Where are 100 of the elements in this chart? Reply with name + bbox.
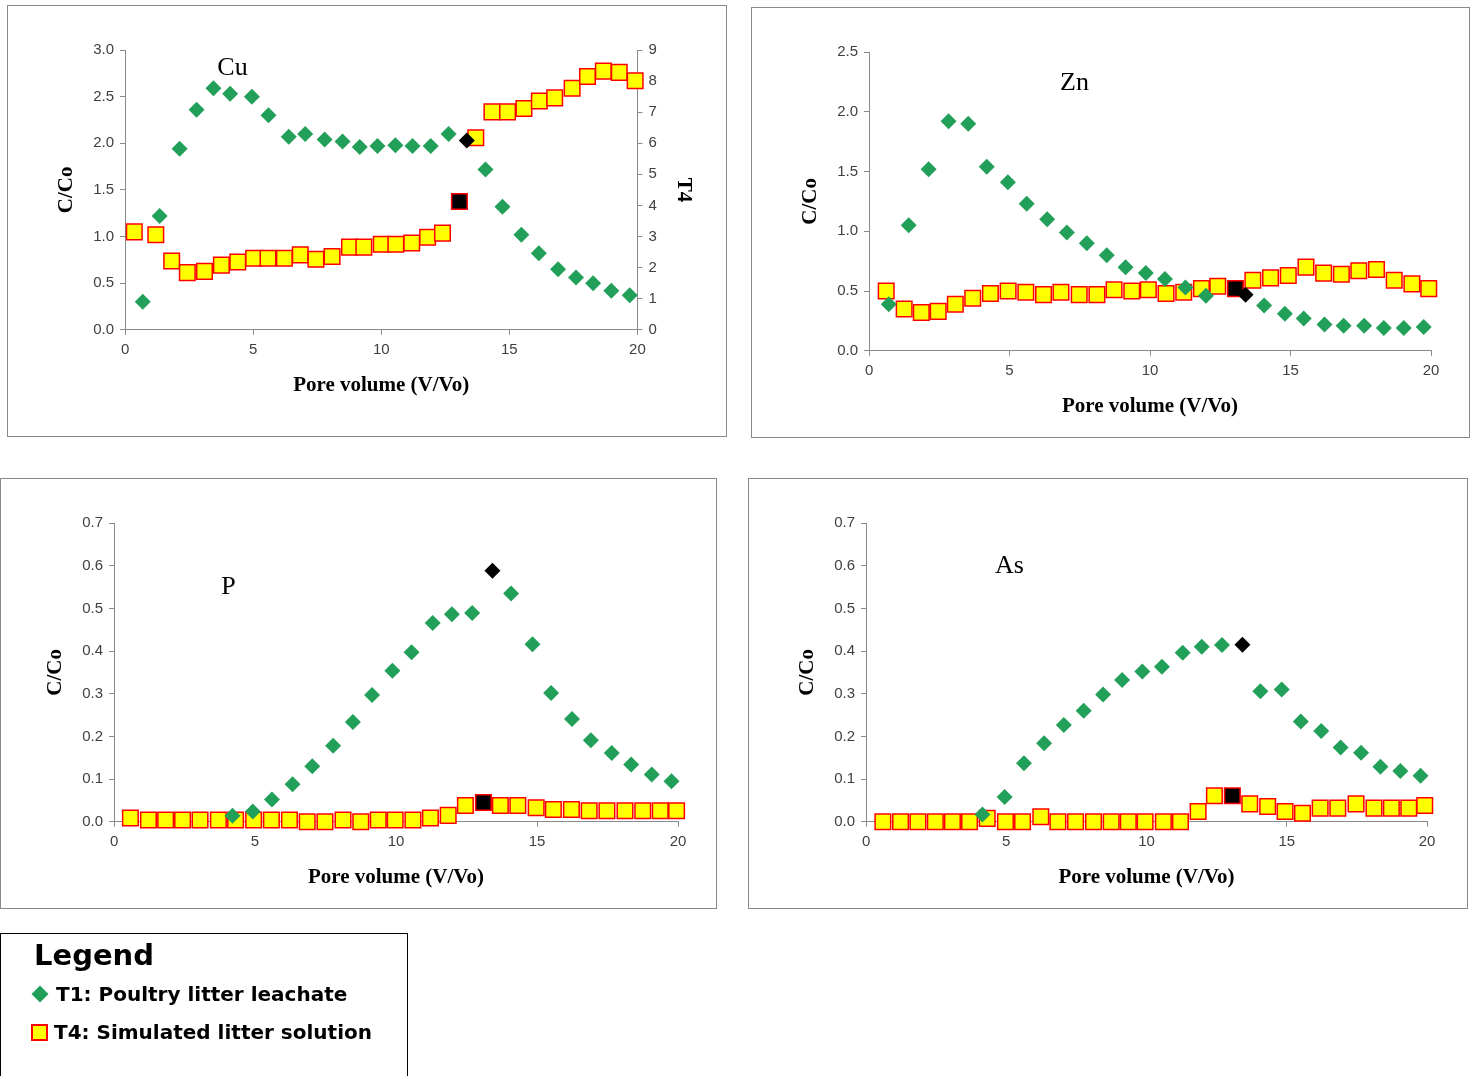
point	[1189, 803, 1207, 821]
point	[1353, 744, 1370, 761]
point	[623, 756, 640, 773]
y2-tick-label: 6	[648, 133, 657, 151]
y2-tick-label: 1	[648, 288, 657, 306]
point	[543, 684, 560, 701]
x-tick-label: 20	[669, 831, 687, 849]
point	[503, 585, 520, 602]
point	[1223, 787, 1241, 805]
point	[1095, 686, 1112, 703]
x-tick-label: 20	[1422, 360, 1440, 378]
point	[280, 811, 298, 829]
point	[1098, 247, 1115, 264]
x-tick-label: 0	[861, 831, 871, 849]
point	[262, 811, 280, 829]
point	[961, 813, 979, 831]
point	[1156, 271, 1173, 288]
y-tick-label: 0.6	[82, 555, 104, 573]
y-tick-label: 0.3	[82, 683, 104, 701]
point	[1262, 269, 1280, 287]
y-axis-title: C/Co	[797, 178, 822, 225]
point	[1134, 663, 1151, 680]
point	[243, 88, 260, 105]
y2-tick-label: 3	[648, 226, 657, 244]
point	[494, 198, 511, 215]
point	[157, 811, 175, 829]
point	[1197, 287, 1214, 304]
y-tick-label: 3.0	[93, 40, 115, 58]
point	[174, 811, 192, 829]
y-tick-label: 0.1	[82, 769, 104, 787]
y-tick-label: 0.5	[82, 598, 104, 616]
y-tick-label: 0.4	[834, 641, 856, 659]
point	[582, 732, 599, 749]
point	[1171, 813, 1189, 831]
point	[603, 282, 620, 299]
point	[1075, 702, 1092, 719]
point	[484, 562, 501, 579]
y-tick-label: 2.5	[837, 42, 859, 60]
point	[562, 800, 580, 818]
point	[1058, 224, 1075, 241]
point	[960, 115, 977, 132]
point	[1088, 286, 1106, 304]
point	[1114, 672, 1131, 689]
text: As	[995, 549, 1024, 579]
point	[121, 809, 139, 827]
point	[585, 275, 602, 292]
point	[351, 139, 368, 155]
point	[424, 614, 441, 631]
point	[291, 246, 309, 264]
point	[1311, 799, 1329, 817]
point	[421, 809, 439, 827]
point	[515, 99, 533, 117]
x-tick-label: 5	[250, 831, 260, 849]
point	[147, 226, 165, 244]
point	[1193, 638, 1210, 655]
point	[663, 773, 680, 790]
point	[964, 289, 982, 307]
point	[594, 62, 612, 80]
point	[1153, 658, 1170, 675]
text: P	[221, 570, 236, 600]
point	[1102, 813, 1120, 831]
point	[1070, 286, 1088, 304]
point	[491, 797, 509, 815]
point	[316, 131, 333, 148]
point	[477, 161, 494, 178]
point	[307, 250, 325, 268]
point	[1177, 279, 1194, 296]
point	[610, 63, 628, 81]
point	[1335, 317, 1352, 334]
point	[244, 803, 261, 820]
point	[996, 789, 1013, 806]
point	[1237, 286, 1254, 303]
y-tick-label: 0.2	[834, 726, 856, 744]
x-tick-label: 15	[1278, 831, 1296, 849]
point	[550, 261, 567, 278]
point	[1252, 683, 1269, 700]
point	[999, 282, 1017, 300]
point	[369, 811, 387, 829]
x-tick-label: 15	[528, 831, 546, 849]
point	[895, 300, 913, 318]
point	[1259, 797, 1277, 815]
x-tick-label: 20	[629, 339, 646, 357]
point	[134, 293, 151, 310]
point	[1295, 310, 1312, 327]
x-axis-title: Pore volume (V/Vo)	[1058, 863, 1235, 888]
point	[1385, 271, 1403, 289]
y-tick-label: 0.0	[93, 319, 115, 337]
point	[1315, 264, 1333, 282]
point	[580, 802, 598, 820]
x-tick-label: 15	[1282, 360, 1299, 378]
point	[912, 304, 930, 322]
point	[909, 813, 927, 831]
x-tick-label: 10	[1141, 360, 1159, 378]
y-tick-label: 0.3	[834, 683, 856, 701]
x-tick-label: 10	[372, 339, 390, 357]
point	[499, 103, 517, 121]
point	[275, 249, 293, 267]
point	[999, 174, 1016, 191]
point	[1372, 758, 1389, 775]
point	[344, 713, 361, 730]
